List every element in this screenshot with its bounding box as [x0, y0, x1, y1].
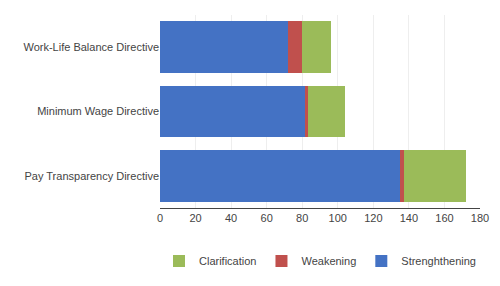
svg-text:100: 100 — [329, 212, 347, 224]
svg-text:180: 180 — [471, 212, 489, 224]
svg-text:Minimum Wage Directive: Minimum Wage Directive — [37, 105, 159, 117]
svg-text:40: 40 — [225, 212, 237, 224]
svg-text:120: 120 — [364, 212, 382, 224]
svg-text:Strenghthening: Strenghthening — [401, 255, 476, 267]
svg-text:160: 160 — [435, 212, 453, 224]
svg-text:140: 140 — [400, 212, 418, 224]
svg-text:0: 0 — [157, 212, 163, 224]
svg-text:20: 20 — [189, 212, 201, 224]
svg-text:Weakening: Weakening — [301, 255, 356, 267]
svg-text:Clarification: Clarification — [199, 255, 256, 267]
svg-text:Pay Transparency Directive: Pay Transparency Directive — [25, 170, 160, 182]
svg-text:60: 60 — [261, 212, 273, 224]
svg-text:Work-Life Balance Directive: Work-Life Balance Directive — [23, 41, 159, 53]
svg-text:80: 80 — [296, 212, 308, 224]
